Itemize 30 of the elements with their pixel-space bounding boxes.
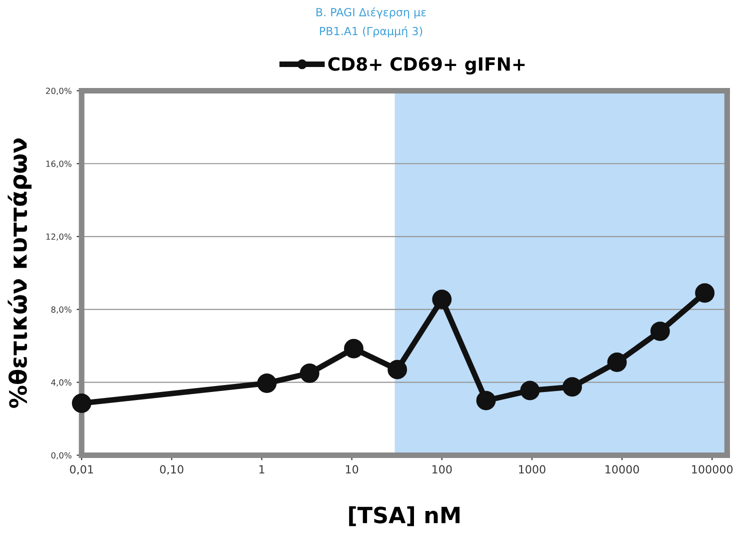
point	[650, 322, 670, 342]
point	[520, 380, 540, 400]
point	[476, 390, 496, 410]
x-axis-title: [TSA] nM	[349, 506, 460, 526]
legend-label: CD8+ CD69+ gIFN+	[328, 57, 525, 74]
y-axis-title: %θετικών κυττάρων	[8, 138, 32, 408]
chart-subtitle: PB1.A1 (Γραμμή 3)	[320, 26, 422, 38]
x-tick-label: 10	[346, 465, 358, 474]
x-tick-label: 0,10	[160, 465, 184, 475]
point	[695, 283, 715, 303]
y-tick-label: 4,0%	[51, 379, 72, 386]
point	[388, 360, 408, 380]
point	[562, 377, 582, 397]
point	[300, 363, 320, 383]
point	[432, 290, 452, 310]
y-tick-label: 12,0%	[46, 234, 72, 241]
x-tick-label: 100000	[692, 465, 733, 474]
x-tick-label: 0,01	[70, 465, 93, 475]
point	[257, 374, 277, 393]
y-tick-label: 0,0%	[51, 452, 72, 460]
chart-title: B. PAGI Διέγερση με	[316, 7, 426, 19]
y-tick-label: 20,0%	[46, 88, 72, 95]
point	[607, 352, 627, 372]
point	[344, 338, 364, 358]
x-tick-label: 1000	[519, 465, 546, 474]
y-tick-label: 8,0%	[51, 306, 72, 314]
x-tick-label: 1	[259, 465, 264, 474]
x-tick-label: 10000	[606, 465, 639, 474]
y-tick-label: 16,0%	[46, 160, 72, 168]
x-tick-label: 100	[432, 465, 452, 474]
